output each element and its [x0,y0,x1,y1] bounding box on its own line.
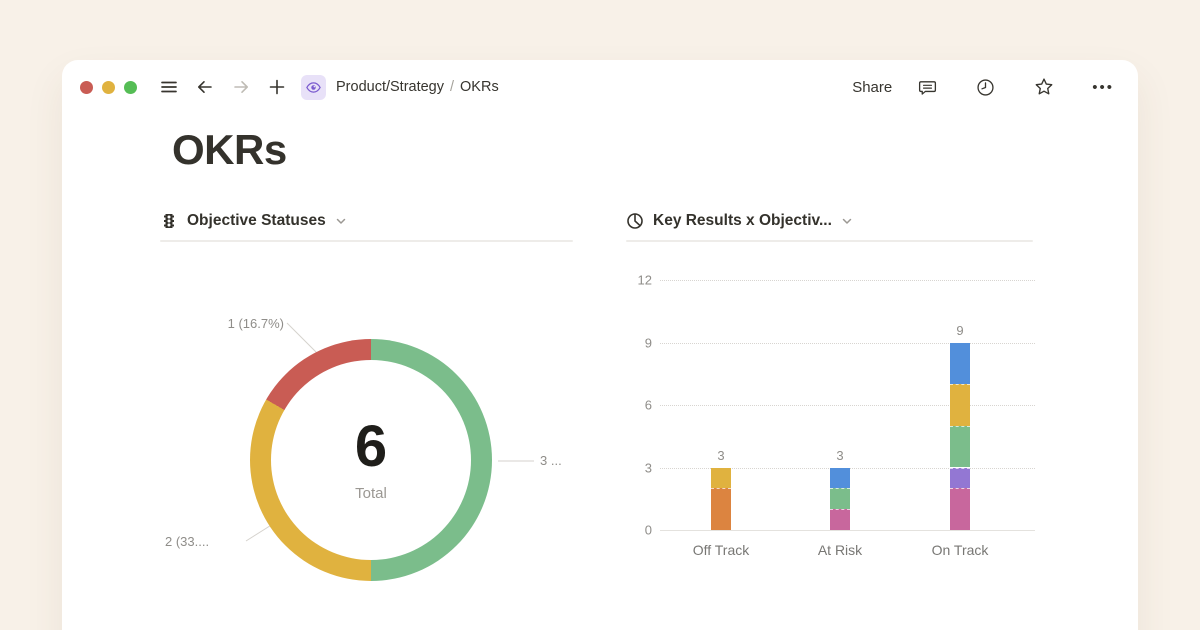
donut-callout-yellow: 2 (33.... [165,534,210,549]
forward-button[interactable] [229,75,253,99]
close-button[interactable] [80,80,93,94]
bar-chart-header[interactable]: Key Results x Objectiv... [626,208,1033,234]
bar-value-label: 3 [836,447,844,463]
gridline [660,405,1035,406]
x-category-label: At Risk [817,542,863,558]
chevron-down-icon [842,218,852,224]
donut-center: 6 Total [271,360,471,560]
bar-segment[interactable] [950,384,970,426]
new-page-button[interactable] [265,75,289,99]
app-window: Product/Strategy / OKRs Share [62,60,1138,630]
donut-chart-card: Objective Statuses [160,208,573,242]
bar-segment[interactable] [711,488,731,530]
stacked-bar-chart: 0 3 6 9 12 3 Off Track 3 At Risk 9 On Track [638,270,1038,570]
arrow-right-icon [234,81,248,93]
bar-segment[interactable] [830,488,850,510]
bar-segment[interactable] [830,467,850,489]
header-divider [160,240,573,242]
plus-icon [269,79,285,95]
y-tick-label: 9 [644,335,652,350]
share-button[interactable]: Share [852,78,893,96]
clock-icon [977,78,994,96]
arrow-left-icon [198,81,212,93]
donut-callout-green: 3 ... [540,453,562,468]
y-tick-label: 12 [637,272,652,288]
bar-segment[interactable] [950,488,970,530]
breadcrumb-current[interactable]: OKRs [460,79,499,95]
bar-segment[interactable] [830,509,850,530]
minimize-button[interactable] [102,80,115,94]
x-category-label: Off Track [692,542,750,558]
donut-chart-title: Objective Statuses [187,212,326,229]
sidebar-menu-button[interactable] [157,75,181,99]
donut-callout-red: 1 (16.7%) [227,316,284,331]
breadcrumb-parent[interactable]: Product/Strategy [336,79,444,95]
gridline [660,280,1035,281]
bar-segment[interactable] [711,467,731,489]
bar-chart-title: Key Results x Objectiv... [653,212,832,229]
comment-icon [919,80,937,95]
header-divider [626,240,1033,242]
chevron-down-icon [336,218,345,224]
traffic-light-icon [164,214,174,228]
breadcrumb-separator: / [450,79,455,95]
more-button[interactable]: ••• [1090,78,1116,97]
ellipsis-icon: ••• [1092,78,1114,96]
bar-value-label: 3 [717,447,725,463]
y-tick-label: 0 [644,522,652,538]
back-button[interactable] [193,75,217,99]
comments-button[interactable] [915,75,940,100]
page-icon-badge [301,74,326,100]
bar-segment[interactable] [950,425,970,468]
pie-chart-icon [627,213,643,229]
x-axis-line [660,530,1035,531]
zoom-button[interactable] [124,80,137,94]
page-title: OKRs [172,126,287,173]
donut-chart-header[interactable]: Objective Statuses [160,208,573,234]
hamburger-menu-icon [161,81,177,93]
eye-icon [306,81,321,93]
star-icon [1035,78,1053,95]
bar-segment[interactable] [950,342,970,385]
gridline [660,342,1035,344]
donut-total-label: Total [355,485,387,502]
donut-chart[interactable]: 6 Total [250,339,492,581]
bar-value-label: 9 [956,322,964,338]
bar-segment[interactable] [950,467,970,489]
bar-chart-card: Key Results x Objectiv... [626,208,1033,242]
y-tick-label: 3 [644,460,652,475]
breadcrumb[interactable]: Product/Strategy / OKRs [336,79,499,95]
history-button[interactable] [973,75,998,100]
y-tick-label: 6 [644,397,652,413]
donut-total-value: 6 [354,414,388,479]
window-controls [80,80,137,94]
favorite-button[interactable] [1031,74,1057,100]
x-category-label: On Track [931,542,989,558]
topbar: Product/Strategy / OKRs Share [80,72,1116,102]
topbar-actions: Share ••• [850,74,1116,100]
